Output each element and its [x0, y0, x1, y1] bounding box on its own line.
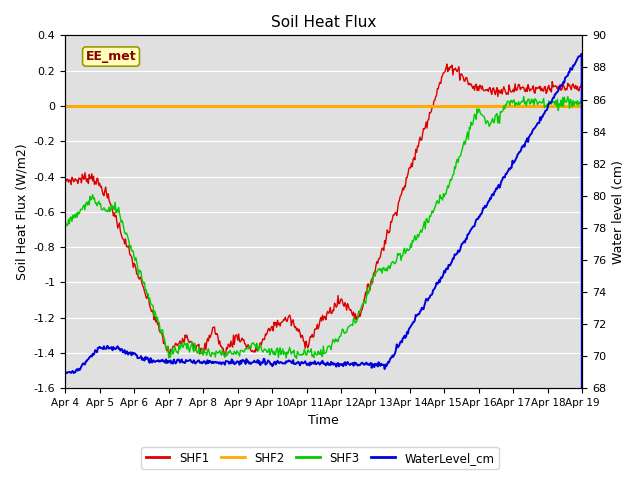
SHF3: [367, 282, 374, 288]
SHF3: [408, 244, 415, 250]
Legend: SHF1, SHF2, SHF3, WaterLevel_cm: SHF1, SHF2, SHF3, WaterLevel_cm: [141, 447, 499, 469]
Line: SHF1: SHF1: [65, 64, 582, 357]
SHF1: [452, 68, 460, 73]
SHF3: [579, 99, 586, 105]
SHF3: [452, 166, 460, 171]
SHF1: [61, 173, 69, 179]
SHF1: [194, 342, 202, 348]
WaterLevel_cm: [578, 51, 586, 57]
SHF1: [443, 61, 451, 67]
SHF2: [407, 103, 415, 109]
SHF2: [61, 103, 69, 109]
SHF2: [366, 103, 374, 109]
WaterLevel_cm: [194, 358, 202, 363]
SHF3: [61, 218, 69, 224]
Title: Soil Heat Flux: Soil Heat Flux: [271, 15, 376, 30]
Line: SHF3: SHF3: [65, 96, 582, 359]
SHF2: [194, 103, 202, 109]
Line: WaterLevel_cm: WaterLevel_cm: [65, 54, 582, 480]
X-axis label: Time: Time: [308, 414, 339, 427]
WaterLevel_cm: [407, 324, 415, 330]
SHF2: [451, 103, 458, 109]
WaterLevel_cm: [153, 358, 161, 364]
SHF1: [579, 86, 586, 92]
SHF3: [296, 352, 304, 358]
WaterLevel_cm: [451, 252, 458, 257]
Y-axis label: Water level (cm): Water level (cm): [612, 160, 625, 264]
SHF2: [579, 103, 586, 109]
SHF3: [194, 350, 202, 356]
Y-axis label: Soil Heat Flux (W/m2): Soil Heat Flux (W/m2): [15, 144, 28, 280]
SHF1: [221, 354, 228, 360]
SHF2: [153, 103, 161, 109]
WaterLevel_cm: [366, 361, 374, 367]
SHF3: [153, 316, 161, 322]
SHF1: [153, 316, 161, 322]
SHF3: [520, 94, 527, 99]
WaterLevel_cm: [61, 371, 69, 376]
SHF3: [292, 356, 300, 361]
Text: EE_met: EE_met: [86, 50, 136, 63]
SHF1: [367, 279, 374, 285]
SHF1: [296, 330, 304, 336]
SHF1: [408, 160, 415, 166]
WaterLevel_cm: [295, 360, 303, 366]
SHF2: [295, 103, 303, 109]
